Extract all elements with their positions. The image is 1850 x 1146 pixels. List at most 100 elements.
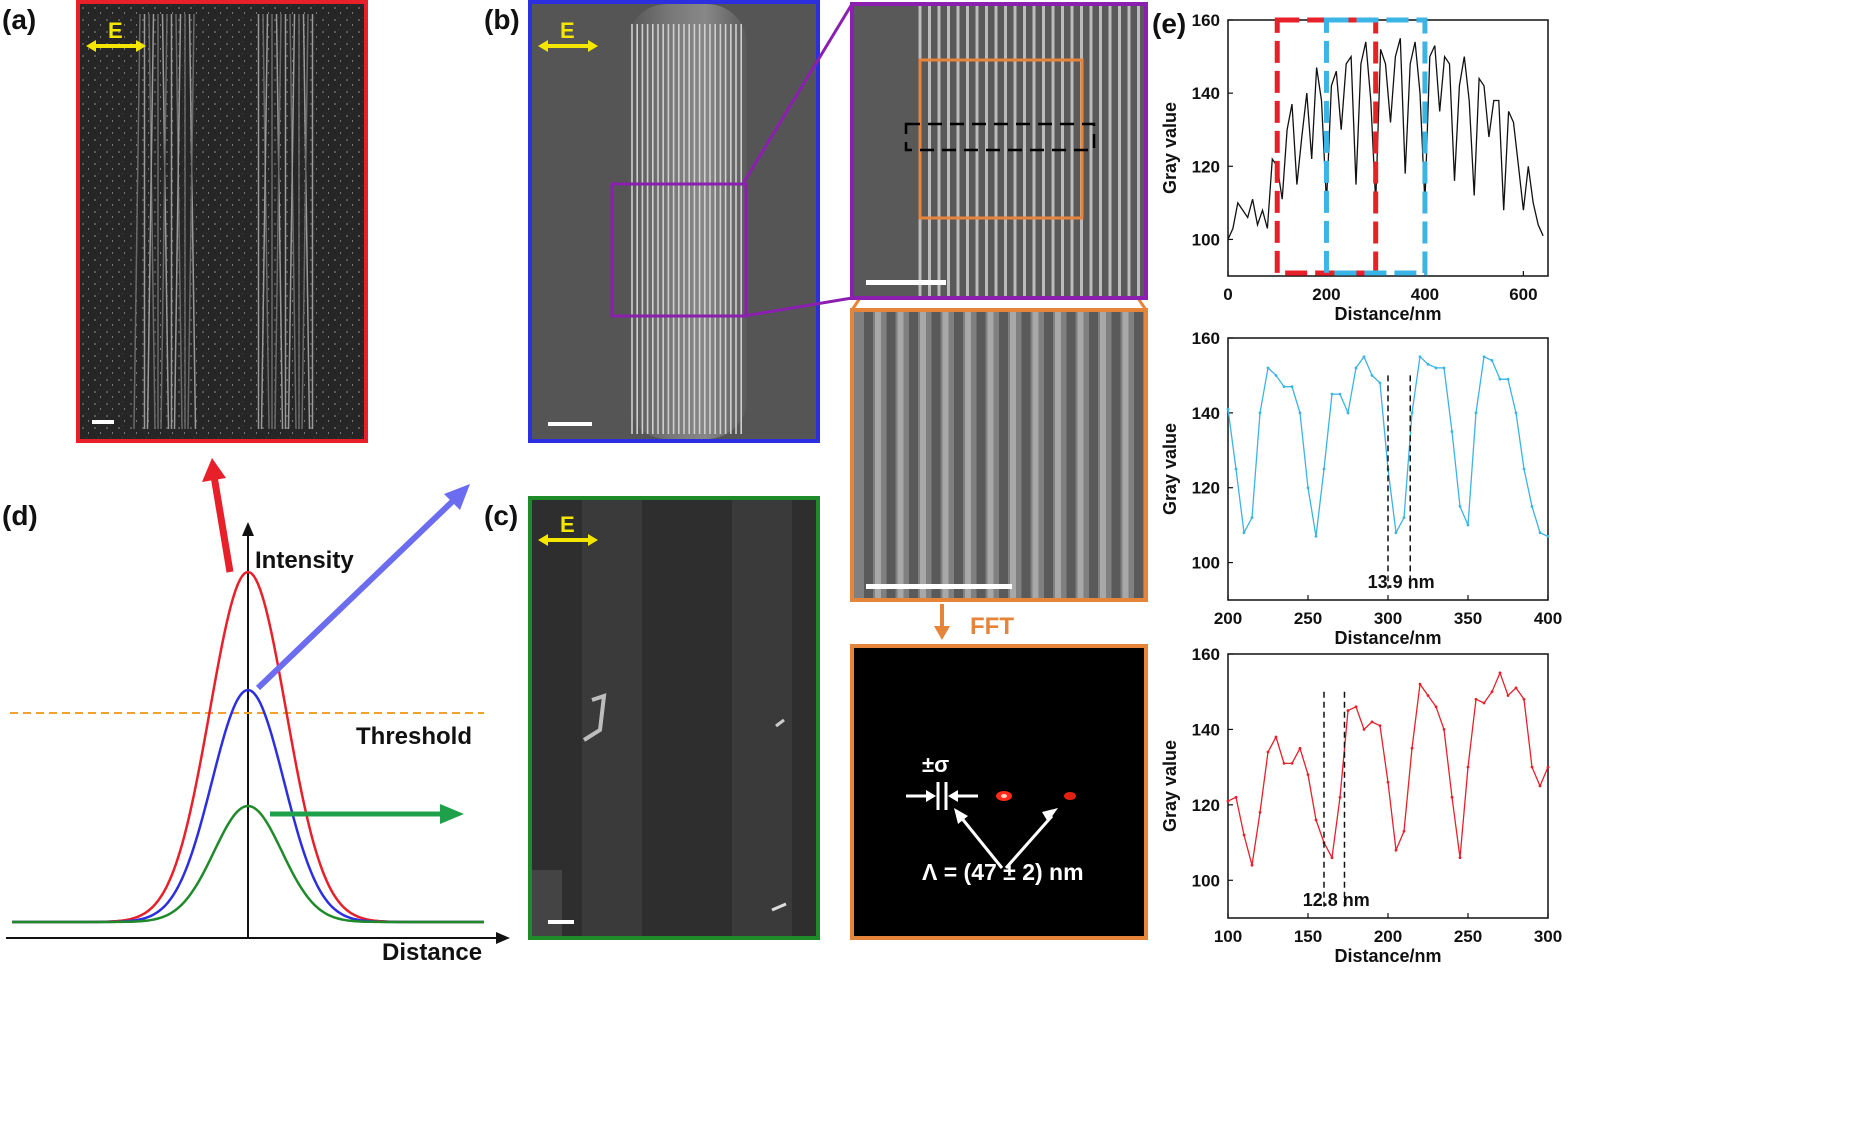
gaussian-blue [12,688,484,924]
data-point [1402,516,1406,520]
data-point [1530,765,1534,769]
data-point [1306,773,1310,777]
gaussian-red [12,570,484,924]
zoom-image-purple [850,2,1148,300]
data-point [1250,863,1254,867]
data-point [1458,505,1462,508]
data-point [1442,728,1446,731]
y-tick-label: 160 [1192,645,1220,664]
spacing-annotation: 13.9 nm [1368,572,1435,592]
x-tick-label: 400 [1534,609,1562,628]
x-tick-label: 300 [1534,927,1562,946]
y-tick-label: 160 [1192,11,1220,30]
chart-2: 200 250 300 350 400 100 120 140 160 Distance/nm Gr… [1160,329,1562,648]
plot-frame [1227,337,1549,601]
data-point [1530,505,1534,508]
y-tick-label: 120 [1192,796,1220,815]
data-point [1282,385,1286,389]
data-point [1546,534,1550,538]
y-axis-label: Gray value [1160,740,1180,832]
data-point [1442,366,1446,370]
y-tick-label: 160 [1192,329,1220,348]
data-point [1522,467,1526,471]
x-axis-label: Distance/nm [1334,946,1441,966]
data-point [1386,780,1390,784]
data-point [1338,795,1342,799]
data-point [1418,682,1422,686]
x-tick-label: 200 [1214,609,1242,628]
y-tick-label: 100 [1192,871,1220,890]
data-point [1538,784,1542,788]
data-point [1242,833,1246,837]
data-point [1298,746,1302,750]
data-point [1314,818,1318,822]
y-axis-label: Gray value [1160,102,1180,194]
data-point [1274,374,1278,377]
data-point [1482,355,1486,359]
window-box-cyan [1323,17,1428,276]
data-point [1490,359,1494,362]
data-point [1346,709,1350,712]
data-point [1498,377,1502,381]
fft-image: ±σ Λ = (47 ± 2) nm [850,644,1148,940]
data-point [1498,671,1502,675]
data-point [1402,829,1406,833]
data-point [1258,811,1262,814]
data-point [1362,355,1366,359]
data-point [1378,724,1382,728]
e-field-arrow-a: E [86,16,146,56]
e-field-label: E [108,18,123,43]
e-field-arrow-b: E [538,16,598,56]
data-point [1386,467,1390,471]
data-point [1394,531,1398,535]
data-point [1466,765,1470,769]
data-point [1322,841,1326,844]
y-tick-label: 120 [1192,479,1220,498]
sem-image-b [528,0,820,443]
x-tick-label: 400 [1411,285,1439,304]
data-point [1370,720,1374,724]
data-point [1506,694,1510,697]
data-point [1362,728,1366,731]
data-point [1522,697,1526,701]
series-line [1227,38,1544,240]
data-point [1266,366,1270,370]
panel-label-e: (e) [1152,8,1187,39]
data-point [1514,686,1518,690]
arrow-red [210,475,234,573]
scale-bar [548,920,574,924]
data-point [1226,799,1230,803]
data-point [1506,377,1510,381]
data-point [1258,411,1262,415]
data-point [1242,531,1246,535]
y-tick-label: 100 [1192,230,1220,249]
data-point [1450,430,1454,433]
x-tick-label: 300 [1374,609,1402,628]
data-point [1434,366,1438,370]
x-tick-label: 200 [1374,927,1402,946]
y-axis-label: Gray value [1160,423,1180,515]
data-point [1474,697,1478,701]
data-point [1394,848,1398,852]
data-point [1290,385,1294,389]
data-point [1354,366,1358,370]
plot-frame [1227,19,1549,277]
scale-bar [866,584,1012,589]
e-field-label: E [560,512,575,537]
data-point [1322,467,1326,471]
data-point [1514,411,1518,415]
data-point [1410,746,1414,750]
scale-bar [548,422,592,426]
data-point [1298,411,1302,415]
chart-3: 100 150 200 250 300 100 120 140 160 Distance/nm Gr… [1160,645,1562,966]
e-field-label: E [560,18,575,43]
plot-frame [1227,653,1549,919]
y-tick-label: 140 [1192,404,1220,423]
x-tick-label: 350 [1454,609,1482,628]
data-point [1290,761,1294,765]
data-point [1426,362,1430,366]
data-point [1330,856,1334,860]
data-point [1482,701,1486,705]
fft-peak [1064,792,1076,800]
data-point [1546,765,1550,769]
